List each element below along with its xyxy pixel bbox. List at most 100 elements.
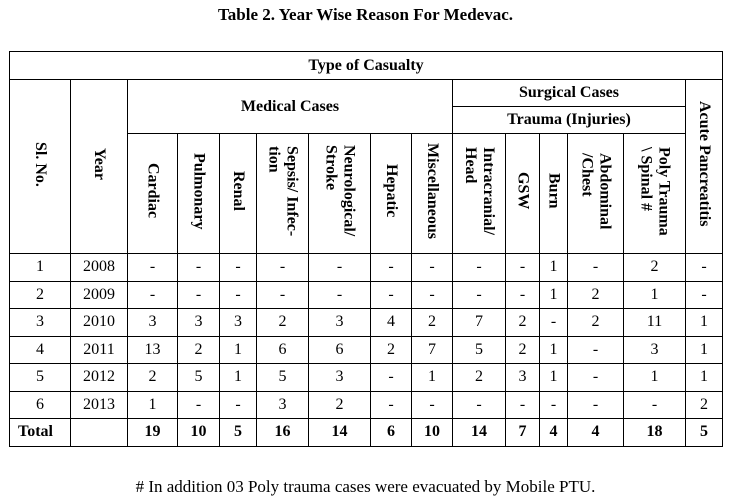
surgical-cases-header: Surgical Cases xyxy=(452,79,686,107)
table-cell: - xyxy=(370,363,412,392)
table-cell: - xyxy=(370,253,412,282)
miscellaneous-header: Miscellaneous xyxy=(411,133,453,254)
year-header: Year xyxy=(70,79,128,254)
table-cell: - xyxy=(505,280,540,309)
table-row: 1 2008 - - - - - - - - - 1 - 2 - xyxy=(9,253,724,282)
table-cell: 13 xyxy=(127,335,178,364)
table-cell: 1 xyxy=(219,363,257,392)
table-cell: 18 xyxy=(623,418,686,447)
table-cell: - xyxy=(256,280,309,309)
acute-pancreatitis-header: Acute Pancreatitis xyxy=(684,79,724,254)
table-cell: 3 xyxy=(9,308,71,337)
table-cell: 7 xyxy=(411,335,453,364)
pulmonary-header: Pulmonary xyxy=(177,133,220,254)
table-cell: 6 xyxy=(9,390,71,419)
table-cell: 2010 xyxy=(70,308,128,337)
type-of-casualty-header: Type of Casualty xyxy=(8,51,724,80)
table-cell: - xyxy=(567,390,624,419)
table-cell: 3 xyxy=(177,308,220,337)
table-cell: 2 xyxy=(308,390,371,419)
table-cell: 4 xyxy=(567,418,624,447)
table-cell: 2 xyxy=(127,363,178,392)
table-cell: - xyxy=(505,253,540,282)
table-cell: 10 xyxy=(177,418,220,447)
table-cell: - xyxy=(452,280,506,309)
table-title: Table 2. Year Wise Reason For Medevac. xyxy=(218,5,513,24)
table-cell: 6 xyxy=(256,335,309,364)
table-cell: - xyxy=(370,280,412,309)
table-cell: - xyxy=(256,253,309,282)
table-cell: 1 xyxy=(684,308,724,337)
table-cell: 1 xyxy=(539,363,568,392)
sepsis-header: Sepsis/ Infec-tion xyxy=(256,133,309,254)
intracranial-header: Intracranial/Head xyxy=(452,133,506,254)
table-cell: 6 xyxy=(308,335,371,364)
table-cell: 3 xyxy=(623,335,686,364)
table-cell: - xyxy=(539,390,568,419)
gsw-header: GSW xyxy=(505,133,540,254)
table-cell: 2009 xyxy=(70,280,128,309)
table-cell: - xyxy=(308,253,371,282)
table-cell: 5 xyxy=(219,418,257,447)
table-cell: 2 xyxy=(177,335,220,364)
table-cell: 7 xyxy=(452,308,506,337)
table-cell: - xyxy=(684,280,724,309)
table-cell: 16 xyxy=(256,418,309,447)
table-cell: 2011 xyxy=(70,335,128,364)
table-cell: 2 xyxy=(9,280,71,309)
renal-header: Renal xyxy=(219,133,257,254)
table-cell: - xyxy=(370,390,412,419)
table-row: 4 2011 13 2 1 6 6 2 7 5 2 1 - 3 1 xyxy=(9,335,724,364)
poly-trauma-header: Poly Trauma \ Spinal # xyxy=(623,133,686,254)
table-cell: 1 xyxy=(539,335,568,364)
table-cell: - xyxy=(127,280,178,309)
table-cell: 3 xyxy=(505,363,540,392)
table-cell: - xyxy=(411,280,453,309)
hepatic-header: Hepatic xyxy=(370,133,412,254)
table-cell: 3 xyxy=(308,308,371,337)
table-cell: - xyxy=(567,363,624,392)
table-cell: 11 xyxy=(623,308,686,337)
table-cell: 3 xyxy=(127,308,178,337)
neurological-header: Neurological/Stroke xyxy=(308,133,371,254)
table-cell: 7 xyxy=(505,418,540,447)
table-cell: 2 xyxy=(567,308,624,337)
table-cell: 1 xyxy=(539,253,568,282)
table-cell: 2 xyxy=(505,335,540,364)
table-row: 3 2010 3 3 3 2 3 4 2 7 2 - 2 11 1 xyxy=(9,308,724,337)
table-cell: 5 xyxy=(9,363,71,392)
table-cell: 10 xyxy=(411,418,453,447)
table-cell: 2 xyxy=(505,308,540,337)
table-cell: - xyxy=(219,390,257,419)
table-cell: 5 xyxy=(256,363,309,392)
table-cell: 5 xyxy=(452,335,506,364)
table-cell: - xyxy=(567,335,624,364)
table-cell: 1 xyxy=(9,253,71,282)
table-cell: 1 xyxy=(623,280,686,309)
abdominal-header: Abdominal/Chest xyxy=(567,133,624,254)
table-cell: 14 xyxy=(452,418,506,447)
table-cell: - xyxy=(177,253,220,282)
table-cell: 6 xyxy=(370,418,412,447)
table-cell: 3 xyxy=(219,308,257,337)
table-cell: 1 xyxy=(411,363,453,392)
cardiac-header: Cardiac xyxy=(127,133,178,254)
medevac-table: Type of Casualty Sl. No. Year Medical Ca… xyxy=(8,51,724,447)
table-cell: 1 xyxy=(623,363,686,392)
medical-cases-header: Medical Cases xyxy=(127,79,453,134)
table-cell: - xyxy=(452,390,506,419)
table-cell: - xyxy=(411,390,453,419)
table-cell: 1 xyxy=(219,335,257,364)
table-cell: - xyxy=(411,253,453,282)
table-cell: 1 xyxy=(684,335,724,364)
table-cell: 2 xyxy=(684,390,724,419)
table-cell: - xyxy=(567,253,624,282)
table-cell: 14 xyxy=(308,418,371,447)
sl-no-header: Sl. No. xyxy=(9,79,71,254)
burn-header: Burn xyxy=(539,133,568,254)
table-cell: 2013 xyxy=(70,390,128,419)
table-cell: - xyxy=(539,308,568,337)
table-cell: 2 xyxy=(567,280,624,309)
table-cell: 4 xyxy=(9,335,71,364)
total-label: Total xyxy=(9,418,71,447)
